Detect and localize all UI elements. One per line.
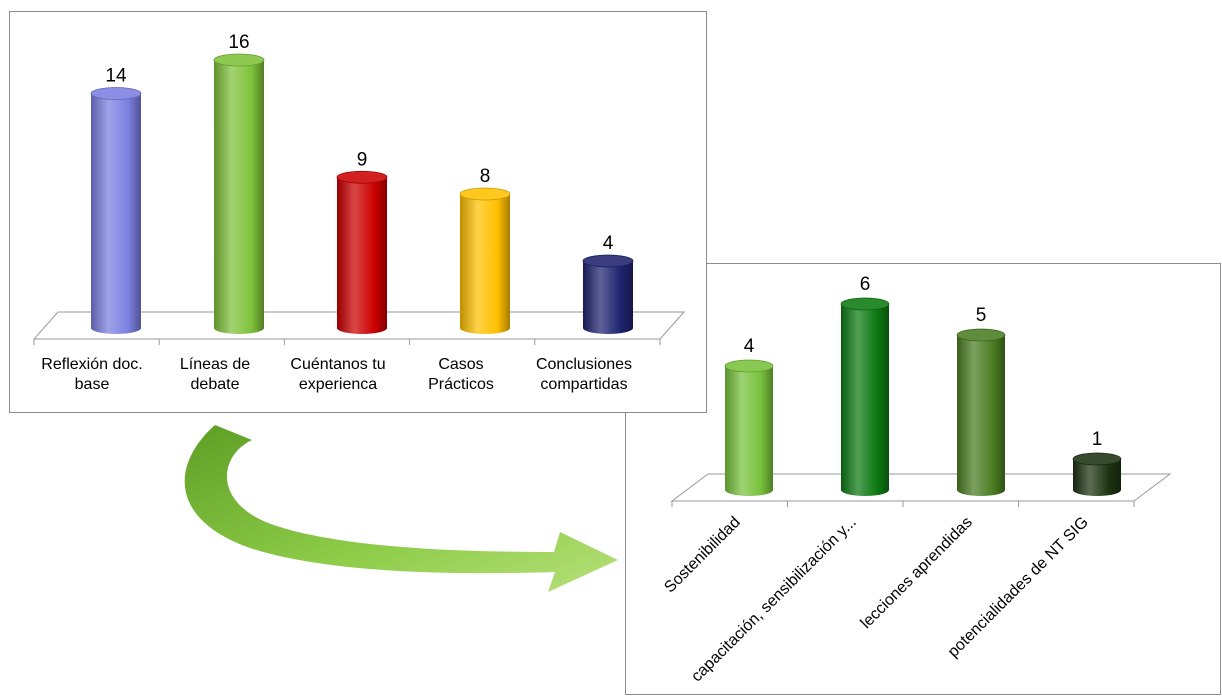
data-label-5: 4 xyxy=(603,233,614,254)
bar-5 xyxy=(582,254,634,334)
category-label-3: Cuéntanos tu experienca xyxy=(290,356,385,393)
bar-1 xyxy=(724,359,774,496)
bar-2 xyxy=(840,297,890,496)
bar-1 xyxy=(90,87,142,334)
chart-1-svg: 14 Reflexión doc. base 16 Líneas de debate 9 Cu… xyxy=(32,32,686,393)
data-label-2: 16 xyxy=(228,32,249,53)
data-label-4: 1 xyxy=(1092,429,1103,450)
data-label-3: 5 xyxy=(976,305,987,326)
category-label-4: Casos Prácticos xyxy=(428,356,494,393)
category-label-1: Reflexión doc. base xyxy=(41,356,142,393)
bar-4 xyxy=(1072,452,1122,496)
data-label-1: 4 xyxy=(744,336,755,357)
category-label-4: potencialidades de NT SIG xyxy=(945,514,1092,661)
chart-panel-topics: 4 Sostenibilidad 6 capacitación, sensibiliz… xyxy=(625,263,1221,695)
category-label-5: Conclusiones compartidas xyxy=(536,356,632,393)
chart-panel-activity: 14 Reflexión doc. base 16 Líneas de debate 9 Cu… xyxy=(9,11,707,413)
data-label-1: 14 xyxy=(105,66,127,87)
data-label-4: 8 xyxy=(480,166,491,187)
bar-4 xyxy=(459,187,511,334)
bar-3 xyxy=(336,170,388,334)
bar-2 xyxy=(213,53,265,334)
data-label-3: 9 xyxy=(357,149,368,170)
category-label-2: Líneas de debate xyxy=(180,356,250,393)
arrow-shape xyxy=(184,425,618,592)
category-label-3: lecciones aprendidas xyxy=(858,514,976,632)
category-label-1: Sostenibilidad xyxy=(661,514,743,596)
data-label-2: 6 xyxy=(860,274,871,295)
bar-3 xyxy=(956,328,1006,496)
